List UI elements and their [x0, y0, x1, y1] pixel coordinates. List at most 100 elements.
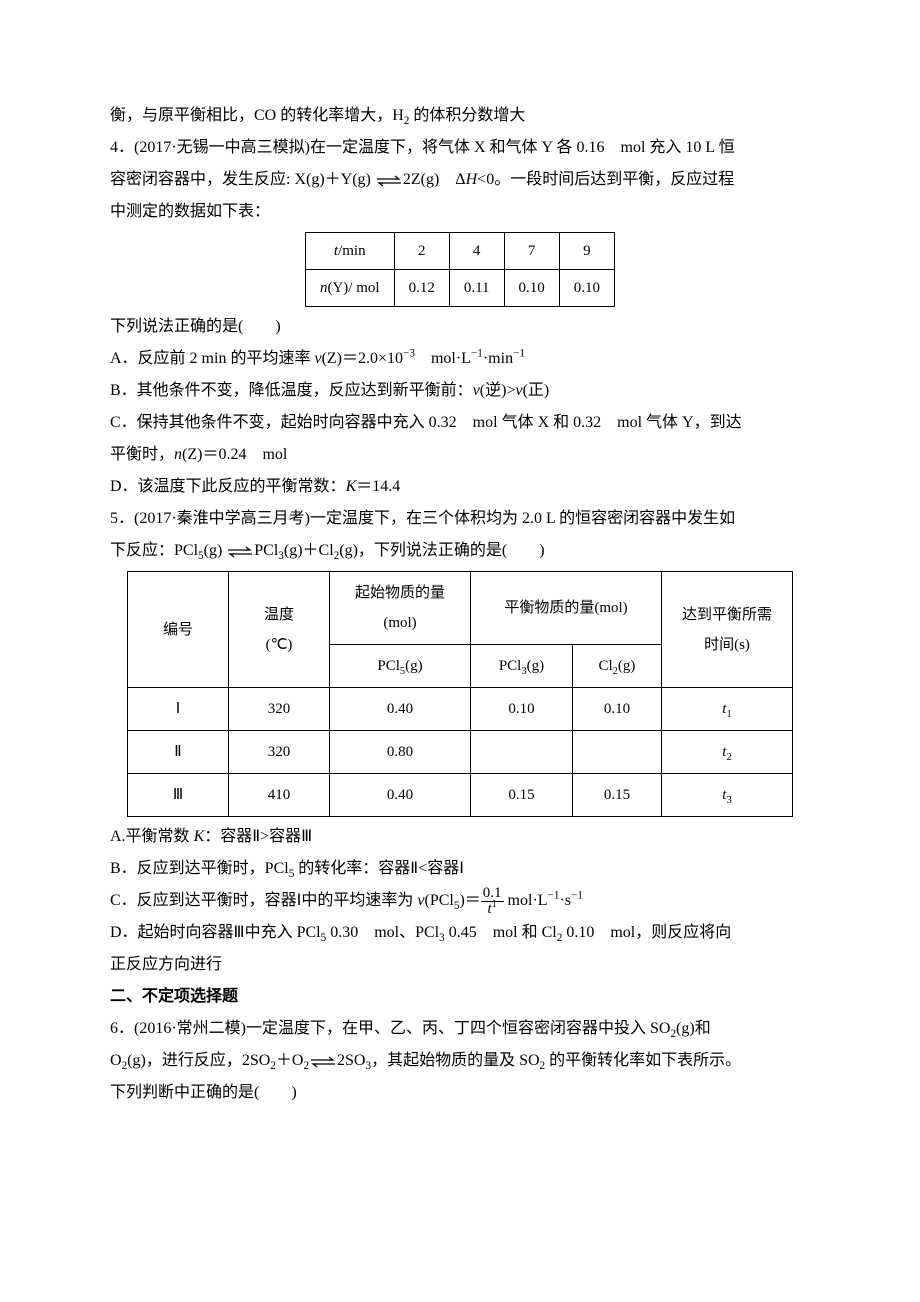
text: ＋O	[276, 1052, 304, 1069]
text: 平衡时，	[110, 446, 174, 463]
col-time: 达到平衡所需时间(s)	[662, 572, 793, 688]
cell: 410	[229, 774, 330, 817]
sup: −1	[548, 890, 560, 902]
var-k: K	[194, 828, 205, 845]
table-row: Ⅱ 320 0.80 t2	[128, 731, 793, 774]
text: ·min	[483, 350, 513, 367]
cell: 0.80	[330, 731, 471, 774]
section-heading: 二、不定项选择题	[110, 981, 810, 1013]
cell: 320	[229, 731, 330, 774]
text: (g)和	[676, 1020, 711, 1037]
cell: 0.12	[394, 270, 449, 307]
text: O	[110, 1052, 122, 1069]
text: D．起始时向容器Ⅲ中充入 PCl	[110, 924, 321, 941]
table-row: n(Y)/ mol 0.12 0.11 0.10 0.10	[305, 270, 614, 307]
cell: Ⅰ	[128, 688, 229, 731]
cell	[471, 731, 573, 774]
cell: 0.40	[330, 774, 471, 817]
page: 衡，与原平衡相比，CO 的转化率增大，H2 的体积分数增大 4．(2017·无锡…	[0, 0, 920, 1302]
cell: 2	[394, 233, 449, 270]
cell: Ⅲ	[128, 774, 229, 817]
text: 6．(2016·常州二模)一定温度下，在甲、乙、丙、丁四个恒容密闭容器中投入 S…	[110, 1020, 670, 1037]
text: C．反应到达平衡时，容器Ⅰ中的平均速率为	[110, 892, 417, 909]
cell: t/min	[305, 233, 394, 270]
text: (Z)＝0.24 mol	[182, 446, 287, 463]
text: 的转化率：容器Ⅱ<容器Ⅰ	[294, 860, 464, 877]
var-v: v	[417, 892, 424, 909]
text: 下列判断中正确的是( )	[110, 1084, 297, 1101]
text: 衡，与原平衡相比，CO 的转化率增大，H	[110, 107, 404, 124]
text: C．保持其他条件不变，起始时向容器中充入 0.32 mol 气体 X 和 0.3…	[110, 414, 742, 431]
q5-option-b: B．反应到达平衡时，PCl5 的转化率：容器Ⅱ<容器Ⅰ	[110, 853, 810, 885]
text: A．反应前 2 min 的平均速率	[110, 350, 314, 367]
cell: 0.10	[471, 688, 573, 731]
var-k: K	[346, 478, 357, 495]
q4-option-d: D．该温度下此反应的平衡常数：K＝14.4	[110, 471, 810, 503]
table-row: t/min 2 4 7 9	[305, 233, 614, 270]
table-row: Ⅲ 410 0.40 0.15 0.15 t3	[128, 774, 793, 817]
cell: 0.15	[471, 774, 573, 817]
col-eq: 平衡物质的量(mol)	[471, 572, 662, 645]
q5-table: 编号 温度(℃) 起始物质的量(mol) 平衡物质的量(mol) 达到平衡所需时…	[127, 571, 793, 817]
cell: 0.11	[449, 270, 504, 307]
q4-option-c-l1: C．保持其他条件不变，起始时向容器中充入 0.32 mol 气体 X 和 0.3…	[110, 407, 810, 439]
cell	[572, 731, 661, 774]
cell: Ⅱ	[128, 731, 229, 774]
text: 2SO	[337, 1052, 365, 1069]
q4-stem: 下列说法正确的是( )	[110, 311, 810, 343]
text: 下列说法正确的是( )	[110, 318, 281, 335]
text: mol·L	[504, 892, 548, 909]
text: ：容器Ⅱ>容器Ⅲ	[204, 828, 312, 845]
cell: n(Y)/ mol	[305, 270, 394, 307]
text: PCl	[254, 542, 278, 559]
text: (PCl	[425, 892, 454, 909]
col-no: 编号	[128, 572, 229, 688]
table-header-row: 编号 温度(℃) 起始物质的量(mol) 平衡物质的量(mol) 达到平衡所需时…	[128, 572, 793, 645]
cell: 9	[559, 233, 614, 270]
text: ＝14.4	[356, 478, 400, 495]
cell: t1	[662, 688, 793, 731]
col-pcl3: PCl3(g)	[471, 645, 573, 688]
cell: 0.10	[572, 688, 661, 731]
text: 的体积分数增大	[409, 107, 525, 124]
var-v: v	[314, 350, 321, 367]
denominator: t1	[481, 902, 504, 917]
text: 正反应方向进行	[110, 956, 222, 973]
sup: −3	[403, 348, 415, 360]
text: 0.10 mol，则反应将向	[562, 924, 731, 941]
col-cl2: Cl2(g)	[572, 645, 661, 688]
text: D．该温度下此反应的平衡常数：	[110, 478, 346, 495]
fraction: 0.1t1	[481, 886, 504, 917]
text: (g)，下列说法正确的是( )	[339, 542, 544, 559]
table-row: Ⅰ 320 0.40 0.10 0.10 t1	[128, 688, 793, 731]
q4-option-b: B．其他条件不变，降低温度，反应达到新平衡前：v(逆)>v(正)	[110, 375, 810, 407]
var-n: n	[174, 446, 182, 463]
col-temp: 温度(℃)	[229, 572, 330, 688]
text: 2Z(g) Δ	[403, 171, 466, 188]
text: 5．(2017·秦淮中学高三月考)一定温度下，在三个体积均为 2.0 L 的恒容…	[110, 510, 735, 527]
q5-line2: 下反应：PCl5(g) PCl3(g)＋Cl2(g)，下列说法正确的是( )	[110, 535, 810, 567]
text: 中测定的数据如下表：	[110, 203, 270, 220]
cell: 4	[449, 233, 504, 270]
col-pcl5: PCl5(g)	[330, 645, 471, 688]
text: <0。一段时间后达到平衡，反应过程	[477, 171, 734, 188]
text: (g)，进行反应，2SO	[127, 1052, 270, 1069]
text: (g)＋Cl	[284, 542, 334, 559]
q5-option-c: C．反应到达平衡时，容器Ⅰ中的平均速率为 v(PCl5)＝0.1t1 mol·L…	[110, 885, 810, 917]
cell: 0.10	[559, 270, 614, 307]
q5-line1: 5．(2017·秦淮中学高三月考)一定温度下，在三个体积均为 2.0 L 的恒容…	[110, 503, 810, 535]
q4-line2: 容密闭容器中，发生反应: X(g)＋Y(g) 2Z(g) ΔH<0。一段时间后达…	[110, 164, 810, 196]
text: 的平衡转化率如下表所示。	[545, 1052, 741, 1069]
q6-line3: 下列判断中正确的是( )	[110, 1077, 810, 1109]
text: B．其他条件不变，降低温度，反应达到新平衡前：	[110, 382, 473, 399]
text: (g)	[204, 542, 227, 559]
sup: −1	[471, 348, 483, 360]
equilibrium-arrow-icon	[309, 1056, 337, 1066]
text: 容密闭容器中，发生反应: X(g)＋Y(g)	[110, 171, 375, 188]
text: mol·L	[415, 350, 471, 367]
col-start: 起始物质的量(mol)	[330, 572, 471, 645]
prev-option-d-line: 衡，与原平衡相比，CO 的转化率增大，H2 的体积分数增大	[110, 100, 810, 132]
text: 二、不定项选择题	[110, 988, 238, 1005]
q4-option-a: A．反应前 2 min 的平均速率 v(Z)＝2.0×10−3 mol·L−1·…	[110, 343, 810, 375]
cell: 0.40	[330, 688, 471, 731]
